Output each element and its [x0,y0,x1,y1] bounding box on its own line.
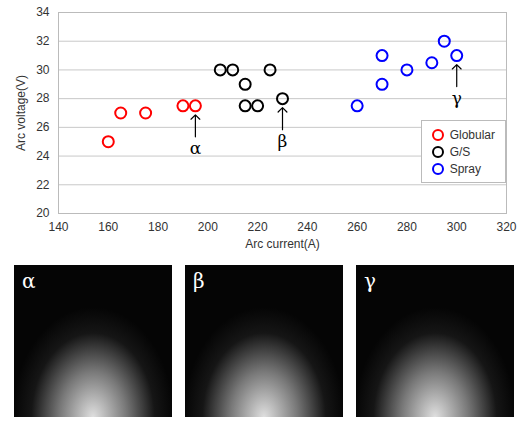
html-text:Spray: Spray [449,161,481,176]
html-text:β: β [193,269,205,293]
html-text:G/S: G/S [449,144,471,159]
svg-text:30: 30 [36,63,50,77]
html-text:α: α [22,269,36,293]
html-text:γ: γ [364,269,376,293]
svg-text:α: α [190,138,202,158]
svg-text:γ: γ [452,88,462,108]
svg-text:20: 20 [36,206,50,220]
svg-text:200: 200 [198,220,218,234]
svg-text:300: 300 [447,220,467,234]
svg-text:220: 220 [248,220,268,234]
svg-text:32: 32 [36,34,50,48]
svg-text:160: 160 [98,220,118,234]
svg-text:34: 34 [36,5,50,19]
svg-text:Arc current(A): Arc current(A) [245,237,320,251]
svg-text:180: 180 [148,220,168,234]
svg-text:β: β [278,131,288,151]
svg-text:Arc voltage(V): Arc voltage(V) [14,75,28,151]
svg-text:28: 28 [36,91,50,105]
svg-text:260: 260 [347,220,367,234]
svg-text:26: 26 [36,120,50,134]
svg-text:24: 24 [36,149,50,163]
svg-text:320: 320 [496,220,516,234]
svg-text:140: 140 [48,220,68,234]
html-text:Globular: Globular [449,127,495,142]
svg-text:240: 240 [297,220,317,234]
svg-text:22: 22 [36,178,50,192]
svg-text:280: 280 [397,220,417,234]
